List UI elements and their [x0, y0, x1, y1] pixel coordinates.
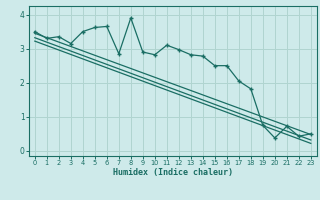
X-axis label: Humidex (Indice chaleur): Humidex (Indice chaleur) — [113, 168, 233, 177]
